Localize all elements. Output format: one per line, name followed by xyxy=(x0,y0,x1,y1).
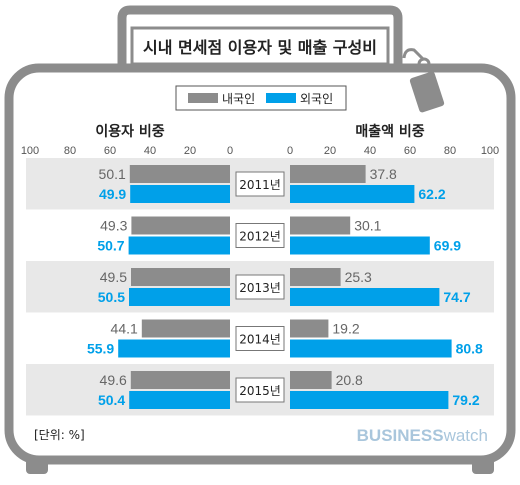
brand-logo-light: watch xyxy=(443,426,488,445)
chart-title: 시내 면세점 이용자 및 매출 구성비 xyxy=(143,38,377,57)
left-tick-label: 100 xyxy=(21,145,39,157)
title-box xyxy=(130,26,390,66)
bar-users-foreign xyxy=(130,185,230,203)
bar-value-label: 19.2 xyxy=(332,321,359,337)
category-label: 2015년 xyxy=(239,384,281,398)
bar-users-foreign xyxy=(129,288,230,306)
category-label-box xyxy=(235,223,285,248)
legend-label-foreign: 외국인 xyxy=(300,92,333,106)
bar-value-label: 50.4 xyxy=(98,392,125,408)
bar-value-label: 50.7 xyxy=(97,238,124,254)
left-tick-label: 60 xyxy=(104,145,116,157)
bar-users-domestic xyxy=(131,268,230,286)
right-tick-label: 20 xyxy=(324,145,336,157)
bar-sales-domestic xyxy=(290,268,341,286)
bar-value-label: 44.1 xyxy=(111,321,138,337)
bar-sales-foreign xyxy=(290,339,452,358)
luggage-tag-icon xyxy=(402,48,445,113)
legend-label-domestic: 내국인 xyxy=(222,92,255,106)
category-label: 2011년 xyxy=(239,178,281,192)
bar-sales-domestic xyxy=(290,319,329,338)
category-label: 2012년 xyxy=(239,230,281,244)
brand-logo-bold: BUSINESS xyxy=(357,426,444,445)
category-label-box xyxy=(235,377,285,403)
bar-value-label: 49.5 xyxy=(100,269,127,285)
left-tick-label: 20 xyxy=(184,145,196,157)
left-panel-title: 이용자 비중 xyxy=(95,123,164,140)
right-tick-label: 100 xyxy=(481,145,499,157)
bar-value-label: 62.2 xyxy=(418,186,445,202)
left-tick-label: 0 xyxy=(227,145,233,157)
left-axis-ticks: 100 80 60 40 20 0 xyxy=(21,145,233,157)
bar-marks: 2011년 50.1 49.9 37.8 62.2 2012년 49.3 50.7 30.1 69… xyxy=(87,165,483,409)
bar-value-label: 49.9 xyxy=(99,186,126,202)
bar-value-label: 30.1 xyxy=(354,218,381,234)
category-label: 2013년 xyxy=(239,281,281,295)
bar-value-label: 49.6 xyxy=(100,372,127,388)
bar-value-label: 69.9 xyxy=(434,238,461,254)
right-axis-ticks: 0 20 40 60 80 100 xyxy=(287,145,499,157)
bar-sales-foreign xyxy=(290,236,430,255)
bar-value-label: 50.5 xyxy=(98,289,125,305)
right-tick-label: 80 xyxy=(444,145,456,157)
right-tick-label: 40 xyxy=(364,145,376,157)
category-label: 2014년 xyxy=(239,333,281,347)
bar-users-domestic xyxy=(141,319,230,338)
suitcase-handle xyxy=(117,5,403,70)
bar-users-foreign xyxy=(118,339,230,358)
unit-note: [단위: %] xyxy=(34,428,85,442)
legend-swatch-domestic xyxy=(188,93,218,103)
bar-users-foreign xyxy=(128,236,230,255)
bar-value-label: 50.1 xyxy=(99,166,126,182)
bar-sales-foreign xyxy=(290,391,449,409)
bar-users-foreign xyxy=(129,391,230,409)
bar-value-label: 25.3 xyxy=(345,269,372,285)
bar-value-label: 74.7 xyxy=(443,289,470,305)
brand-logo: BUSINESSwatch xyxy=(357,426,488,445)
bar-sales-foreign xyxy=(290,185,415,203)
category-label-box xyxy=(235,274,285,300)
category-label-box xyxy=(235,171,285,197)
bar-value-label: 37.8 xyxy=(370,166,397,182)
category-label-box xyxy=(235,326,285,351)
right-tick-label: 0 xyxy=(287,145,293,157)
bar-value-label: 49.3 xyxy=(100,218,127,234)
bar-users-domestic xyxy=(129,165,230,183)
bar-sales-foreign xyxy=(290,288,440,306)
legend: 내국인 외국인 xyxy=(175,85,347,111)
bar-value-label: 20.8 xyxy=(336,372,363,388)
right-panel-title: 매출액 비중 xyxy=(355,123,424,140)
bar-sales-domestic xyxy=(290,165,366,183)
left-tick-label: 80 xyxy=(64,145,76,157)
bar-value-label: 79.2 xyxy=(452,392,479,408)
bar-sales-domestic xyxy=(290,371,332,389)
legend-swatch-foreign xyxy=(266,93,296,103)
bar-value-label: 80.8 xyxy=(456,341,483,357)
right-tick-label: 60 xyxy=(404,145,416,157)
left-tick-label: 40 xyxy=(144,145,156,157)
bar-users-domestic xyxy=(131,216,230,235)
bar-users-domestic xyxy=(130,371,230,389)
bar-value-label: 55.9 xyxy=(87,341,114,357)
bar-sales-domestic xyxy=(290,216,351,235)
